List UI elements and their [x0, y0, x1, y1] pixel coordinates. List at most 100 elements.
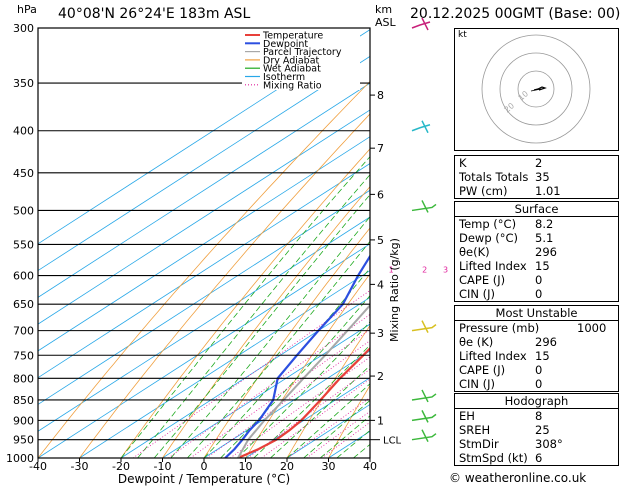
x-tick-label: 40 [363, 460, 377, 473]
mu-row: CAPE (J) 0 [455, 363, 618, 377]
isotherm-line [203, 350, 370, 458]
hodograph-ring-label-20: 20 [503, 101, 517, 114]
hodo-row: EH 8 [455, 409, 618, 423]
isotherm-line [38, 216, 370, 432]
hodo-value: 308° [535, 437, 563, 451]
dry-adiabat-line [120, 148, 370, 458]
wind-barb-staff [421, 17, 429, 31]
km-tick-label: 8 [377, 89, 384, 102]
wet-adiabat-line [137, 174, 370, 458]
surface-value: 8.2 [535, 217, 554, 231]
surface-label: Dewp (°C) [459, 231, 519, 245]
credit-text: © weatheronline.co.uk [449, 471, 587, 485]
isotherm-legend-label: Isotherm [263, 72, 305, 83]
dewpoint-legend-label: Dewpoint [263, 39, 308, 50]
pressure-tick-label: 450 [13, 167, 34, 180]
surface-row: CAPE (J) 0 [455, 273, 618, 287]
x-tick-label: 10 [239, 460, 253, 473]
legend-box [242, 30, 360, 90]
hodograph-table: Hodograph EH 8 SREH 25 StmDir 308° StmSpd (… [454, 393, 619, 466]
km-tick-label: 6 [377, 188, 384, 201]
hodograph-table-title: Hodograph [455, 394, 618, 409]
parcel-legend-label: Parcel Trajectory [263, 47, 342, 58]
height-unit-top: km [375, 3, 393, 16]
hodo-label: StmDir [459, 437, 499, 451]
mu-label: Lifted Index [459, 349, 527, 363]
isotherm-line [38, 82, 370, 298]
wind-barb-staff [421, 429, 429, 443]
x-tick-label: -30 [71, 460, 89, 473]
x-tick-label: 0 [201, 460, 208, 473]
surface-label: Lifted Index [459, 259, 527, 273]
hodo-value: 25 [535, 423, 550, 437]
isotherm-line [79, 270, 370, 458]
isotherm-line [38, 29, 370, 245]
wet-adiabat-line [303, 399, 370, 458]
isotherm-line [38, 136, 370, 352]
temperature-legend-label: Temperature [262, 31, 323, 42]
isotherm-line [38, 55, 370, 272]
surface-label: CIN (J) [459, 287, 496, 301]
x-axis-title: Dewpoint / Temperature (°C) [118, 472, 290, 486]
most-unstable-title: Most Unstable [455, 306, 618, 321]
pressure-tick-label: 600 [13, 270, 34, 283]
parcel-profile [237, 303, 370, 458]
mixing-ratio-label: 1 [389, 266, 394, 275]
wind-barb [411, 124, 431, 132]
index-label: PW (cm) [459, 184, 508, 198]
mu-label: CAPE (J) [459, 363, 506, 377]
mu-value: 0 [535, 377, 543, 391]
hodo-row: SREH 25 [455, 423, 618, 437]
surface-title: Surface [455, 202, 618, 217]
surface-value: 296 [535, 245, 557, 259]
pressure-tick-label: 500 [13, 204, 34, 217]
km-tick-label: 1 [377, 414, 384, 427]
mixing-ratio-label: 3 [443, 266, 448, 275]
wet-adiabat-line [286, 383, 370, 458]
pressure-tick-label: 800 [13, 372, 34, 385]
index-label: Totals Totals [459, 170, 529, 184]
wind-barb [411, 433, 437, 441]
pressure-tick-label: 750 [13, 349, 34, 362]
datetime-title: 20.12.2025 00GMT (Base: 00) [410, 6, 621, 22]
mu-label: Pressure (mb) [459, 321, 540, 335]
km-tick-label: 4 [377, 278, 384, 291]
mu-row: Pressure (mb) 1000 [455, 321, 618, 335]
pressure-tick-label: 650 [13, 298, 34, 311]
x-tick-label: -40 [29, 460, 47, 473]
dry_adiabat-legend-label: Dry Adiabat [263, 55, 320, 66]
mixing-ratio-line [132, 289, 370, 458]
hodo-value: 6 [535, 451, 543, 465]
hodograph-unit-label: kt [458, 30, 467, 40]
wind-barb-staff [421, 200, 429, 213]
km-tick-label: 7 [377, 142, 384, 155]
x-tick-label: 20 [280, 460, 294, 473]
wet-adiabat-line [253, 344, 370, 458]
mu-value: 1000 [577, 321, 607, 335]
height-unit-bottom: ASL [375, 16, 396, 29]
mixing-ratio-axis-title: Mixing Ratio (g/kg) [388, 238, 401, 342]
temperature-profile [237, 346, 370, 458]
dry-adiabat-line [286, 324, 370, 458]
isotherm-line [38, 243, 370, 458]
isotherm-line [245, 377, 370, 458]
surface-table: Surface Temp (°C) 8.2 Dewp (°C) 5.1 θe(K) 2… [454, 201, 619, 302]
surface-row: CIN (J) 0 [455, 287, 618, 301]
hodograph-ring-label-10: 10 [517, 89, 531, 102]
pressure-tick-label: 400 [13, 125, 34, 138]
mu-value: 0 [535, 363, 543, 377]
dry-adiabat-line [619, 28, 629, 458]
hodo-row: StmSpd (kt) 6 [455, 451, 618, 465]
wind-barb [411, 393, 437, 401]
index-value: 35 [535, 170, 550, 184]
pressure-tick-label: 950 [13, 434, 34, 447]
surface-label: θe(K) [459, 245, 490, 259]
mixing-ratio-line [206, 340, 370, 458]
wet_adiabat-legend-label: Wet Adiabat [263, 64, 321, 75]
mu-row: Lifted Index 15 [455, 349, 618, 363]
km-tick-label: 5 [377, 234, 384, 247]
mu-label: CIN (J) [459, 377, 496, 391]
surface-label: CAPE (J) [459, 273, 506, 287]
